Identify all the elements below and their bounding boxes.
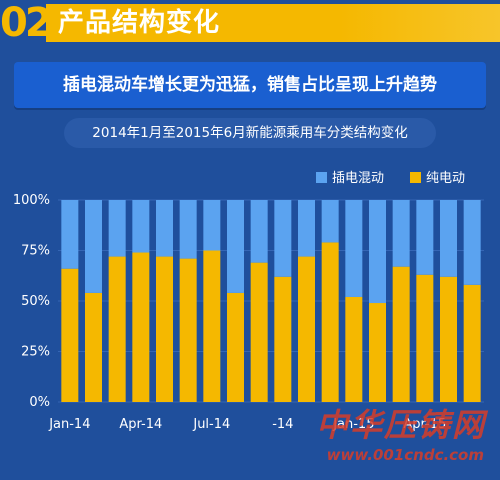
bar-segment-插电混动 xyxy=(274,200,292,277)
watermark-text: 中华压铸网 xyxy=(315,406,486,444)
section-title: 产品结构变化 xyxy=(58,8,221,38)
bar-segment-插电混动 xyxy=(250,200,268,263)
watermark-url: www.001cndc.com xyxy=(326,446,484,464)
bar-segment-插电混动 xyxy=(392,200,410,267)
x-tick-label: -14 xyxy=(272,417,293,432)
bar-segment-插电混动 xyxy=(416,200,434,275)
bar-segment-插电混动 xyxy=(85,200,102,293)
bar-segment-纯电动 xyxy=(85,292,102,402)
y-axis-ticks: 0% 25% 50% 75% 100% xyxy=(13,193,50,410)
bar-segment-插电混动 xyxy=(132,200,150,253)
bar-segment-插电混动 xyxy=(345,200,363,297)
bar-segment-纯电动 xyxy=(227,292,244,402)
bar-segment-插电混动 xyxy=(440,200,457,277)
bar-segment-纯电动 xyxy=(132,252,150,402)
bar-segment-纯电动 xyxy=(179,258,197,402)
legend-label: 纯电动 xyxy=(426,171,465,186)
headline-text: 插电混动车增长更为迅猛，销售占比呈现上升趋势 xyxy=(63,75,437,95)
bar-segment-插电混动 xyxy=(61,200,79,269)
bar-segment-插电混动 xyxy=(321,200,339,243)
bars xyxy=(61,200,481,402)
bar-segment-纯电动 xyxy=(416,274,434,402)
x-tick-label: Jul-14 xyxy=(192,417,230,432)
bar-segment-插电混动 xyxy=(298,200,315,257)
bar-segment-纯电动 xyxy=(463,284,481,402)
header: 02 产品结构变化 xyxy=(0,0,500,46)
legend: 插电混动 纯电动 xyxy=(316,171,465,186)
x-tick-label: Jan-15 xyxy=(332,417,374,432)
stacked-bar-chart: 0%25%50%75%100% Jan-14 Apr-14 Jul-14 -14 Jan… xyxy=(13,171,484,432)
x-tick-label: Jan-14 xyxy=(48,417,90,432)
bar-segment-纯电动 xyxy=(203,250,221,402)
legend-swatch xyxy=(316,172,327,183)
bar-segment-插电混动 xyxy=(463,200,481,285)
bar-segment-纯电动 xyxy=(440,276,457,402)
chart-title: 2014年1月至2015年6月新能源乘用车分类结构变化 xyxy=(64,118,436,148)
x-tick-label: Apr-15 xyxy=(403,417,446,432)
x-axis-ticks: Jan-14 Apr-14 Jul-14 -14 Jan-15 Apr-15 xyxy=(48,417,446,432)
bar-segment-纯电动 xyxy=(321,242,339,402)
legend-swatch xyxy=(410,172,421,183)
bar-segment-纯电动 xyxy=(392,266,410,402)
section-number: 02 xyxy=(0,0,53,46)
y-tick-label: 50% xyxy=(21,294,50,309)
bar-segment-纯电动 xyxy=(298,256,315,402)
legend-label: 插电混动 xyxy=(332,171,384,186)
bar-segment-插电混动 xyxy=(227,200,244,293)
y-tick-label: 25% xyxy=(21,345,50,360)
y-tick-label: 75% xyxy=(21,244,50,259)
bar-segment-纯电动 xyxy=(369,303,386,402)
title-bar xyxy=(46,4,500,42)
headline-banner: 插电混动车增长更为迅猛，销售占比呈现上升趋势 xyxy=(14,62,486,108)
bar-segment-纯电动 xyxy=(250,262,268,402)
gridlines xyxy=(58,199,484,403)
y-tick-label: 0% xyxy=(29,395,50,410)
bar-segment-插电混动 xyxy=(108,200,126,257)
bar-segment-纯电动 xyxy=(345,296,363,402)
bar-segment-纯电动 xyxy=(156,256,173,402)
bar-segment-纯电动 xyxy=(274,276,292,402)
bar-segment-插电混动 xyxy=(179,200,197,259)
bar-segment-插电混动 xyxy=(369,200,386,304)
x-tick-label: Apr-14 xyxy=(119,417,162,432)
bar-segment-纯电动 xyxy=(108,256,126,402)
bar-segment-纯电动 xyxy=(61,268,79,402)
watermark-logo: 中华压铸网 www.001cndc.com xyxy=(250,378,500,480)
y-tick-label: 100% xyxy=(13,193,50,208)
bar-segment-插电混动 xyxy=(156,200,173,257)
bar-segment-插电混动 xyxy=(203,200,221,251)
